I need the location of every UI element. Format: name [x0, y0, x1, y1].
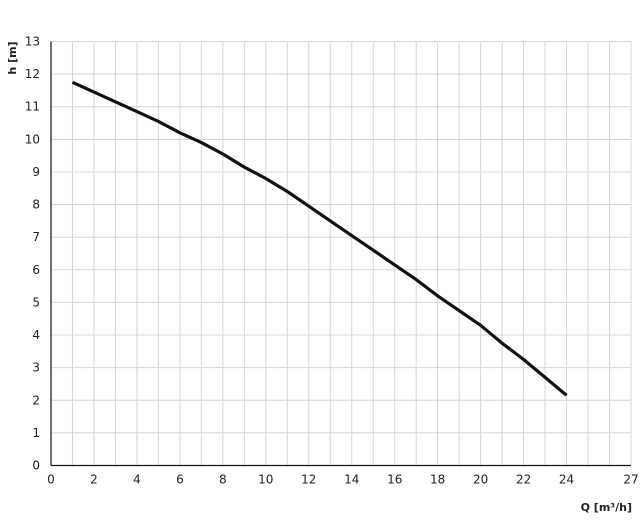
y-tick-label: 1 [32, 426, 40, 440]
y-tick-label: 2 [32, 393, 40, 407]
x-tick-label: 8 [219, 473, 227, 487]
x-tick-label: 20 [473, 473, 488, 487]
x-tick-label: 18 [430, 473, 445, 487]
y-tick-label: 10 [25, 132, 40, 146]
x-tick-label: 16 [387, 473, 402, 487]
x-tick-label: 4 [133, 473, 141, 487]
y-tick-label: 6 [32, 263, 40, 277]
x-tick-label: 6 [176, 473, 184, 487]
y-tick-label: 4 [32, 328, 40, 342]
y-tick-label: 12 [25, 67, 40, 81]
x-axis-label: Q [m³/h] [581, 501, 632, 514]
y-tick-label: 7 [32, 230, 40, 244]
x-tick-label: 12 [301, 473, 316, 487]
y-tick-label: 8 [32, 198, 40, 212]
x-tick-label: 2 [90, 473, 98, 487]
x-tick-label: 10 [258, 473, 273, 487]
y-axis-label: h [m] [6, 41, 19, 74]
y-tick-label: 9 [32, 165, 40, 179]
series [71, 80, 568, 397]
axes [50, 41, 631, 467]
x-tick-label: 27 [623, 473, 638, 487]
x-tick-label: 0 [47, 473, 55, 487]
y-tick-label: 5 [32, 295, 40, 309]
x-tick-labels: 0 2 4 6 8 10 12 14 16 18 20 22 24 27 [47, 473, 638, 487]
x-tick-label: 22 [516, 473, 531, 487]
x-tick-label: 24 [559, 473, 574, 487]
x-tick-label: 14 [344, 473, 359, 487]
y-tick-label: 11 [25, 100, 40, 114]
grid [51, 41, 632, 466]
y-tick-label: 0 [32, 459, 40, 473]
y-tick-label: 13 [25, 35, 40, 49]
y-tick-label: 3 [32, 361, 40, 375]
pump-curve-line [71, 80, 568, 397]
